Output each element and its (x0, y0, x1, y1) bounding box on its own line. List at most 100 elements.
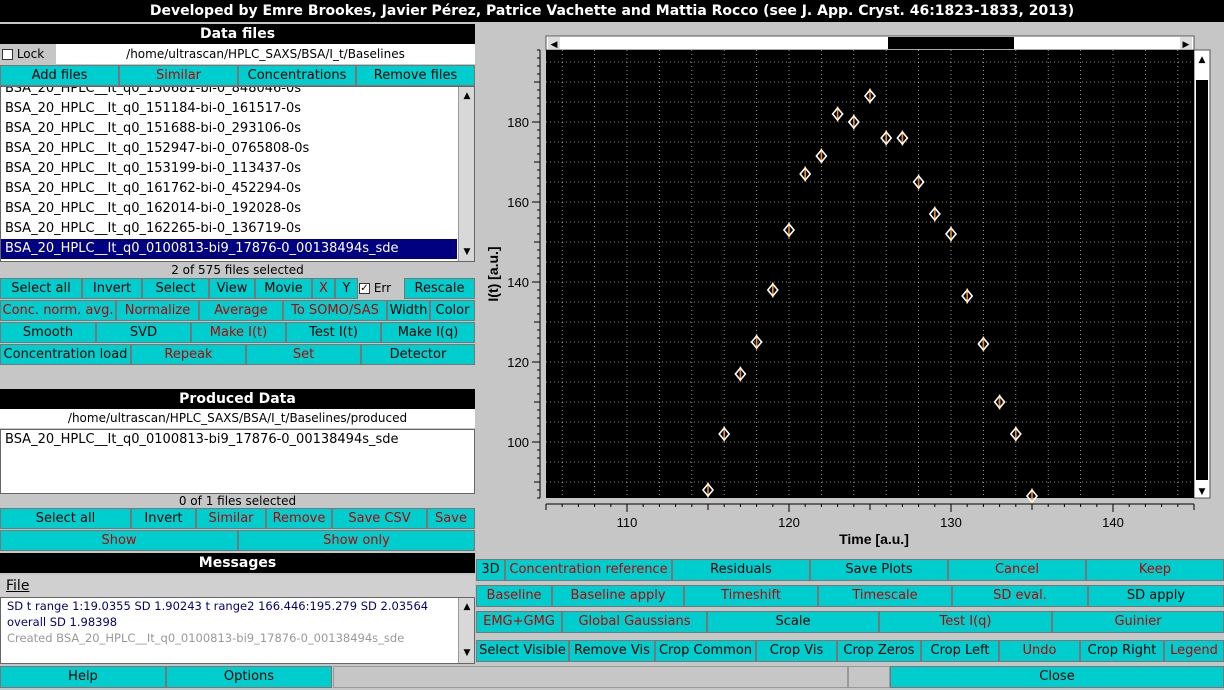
produced-invert-button[interactable]: Invert (131, 508, 196, 529)
list-item-selected[interactable]: BSA_20_HPLC__It_q0_0100813-bi9_17876-0_0… (1, 239, 457, 259)
crop-left-button[interactable]: Crop Left (921, 640, 999, 662)
make-iq-button[interactable]: Make I(q) (381, 322, 475, 343)
produced-remove-button[interactable]: Remove (266, 508, 332, 529)
produced-data-list[interactable]: BSA_20_HPLC__It_q0_0100813-bi9_17876-0_0… (0, 429, 475, 494)
concentration-reference-button[interactable]: Concentration reference (505, 559, 672, 581)
view-button[interactable]: View (209, 278, 255, 299)
crop-right-button[interactable]: Crop Right (1080, 640, 1164, 662)
data-point (928, 206, 941, 222)
scroll-up-icon[interactable]: ▲ (463, 91, 471, 101)
list-item[interactable]: BSA_20_HPLC__It_q0_150681-bi-0_848046-0s (5, 86, 302, 96)
plot-hscrollbar[interactable] (545, 35, 1195, 51)
color-button[interactable]: Color (430, 300, 475, 321)
lock-checkbox-group[interactable]: Lock (0, 44, 54, 64)
sd-apply-button[interactable]: SD apply (1088, 585, 1224, 607)
sd-eval-button[interactable]: SD eval. (952, 585, 1088, 607)
data-files-scrollbar[interactable]: ▲ ▼ (458, 87, 474, 261)
invert-button[interactable]: Invert (82, 278, 142, 299)
lock-checkbox[interactable] (2, 49, 13, 60)
make-it-button[interactable]: Make I(t) (191, 322, 286, 343)
undo-button[interactable]: Undo (999, 640, 1080, 662)
crop-vis-button[interactable]: Crop Vis (756, 640, 837, 662)
test-it-button[interactable]: Test I(t) (286, 322, 381, 343)
baseline-apply-button[interactable]: Baseline apply (552, 585, 684, 607)
smooth-button[interactable]: Smooth (0, 322, 96, 343)
average-button[interactable]: Average (199, 300, 283, 321)
data-point (1025, 488, 1039, 504)
save-csv-button[interactable]: Save CSV (332, 508, 427, 529)
rescale-button[interactable]: Rescale (404, 278, 475, 299)
select-all-button[interactable]: Select all (0, 278, 82, 299)
messages-scrollbar[interactable]: ▲ ▼ (458, 598, 474, 663)
scroll-down-icon[interactable]: ▼ (1199, 487, 1206, 497)
list-item[interactable]: BSA_20_HPLC__It_q0_153199-bi-0_113437-0s (5, 161, 302, 176)
add-files-button[interactable]: Add files (0, 65, 119, 86)
to-somo-sas-button[interactable]: To SOMO/SAS (283, 300, 387, 321)
concentration-load-button[interactable]: Concentration load (0, 344, 131, 365)
plot-vscroll-thumb[interactable] (1196, 80, 1208, 480)
concentrations-button[interactable]: Concentrations (238, 65, 356, 86)
similar-button[interactable]: Similar (119, 65, 238, 86)
set-button[interactable]: Set (246, 344, 361, 365)
cancel-button[interactable]: Cancel (948, 559, 1086, 581)
select-visible-button[interactable]: Select Visible (476, 640, 569, 662)
detector-button[interactable]: Detector (361, 344, 475, 365)
keep-button[interactable]: Keep (1086, 559, 1224, 581)
timeshift-button[interactable]: Timeshift (684, 585, 818, 607)
baseline-button[interactable]: Baseline (476, 585, 552, 607)
3d-button[interactable]: 3D (476, 559, 505, 581)
repeak-button[interactable]: Repeak (131, 344, 246, 365)
list-item[interactable]: BSA_20_HPLC__It_q0_152947-bi-0_0765808-0… (5, 141, 310, 156)
list-item[interactable]: BSA_20_HPLC__It_q0_162265-bi-0_136719-0s (5, 221, 302, 236)
emg-gmg-button[interactable]: EMG+GMG (476, 611, 562, 633)
list-item[interactable]: BSA_20_HPLC__It_q0_161762-bi-0_452294-0s (5, 181, 302, 196)
normalize-button[interactable]: Normalize (116, 300, 199, 321)
scroll-up-icon[interactable]: ▲ (1199, 55, 1206, 65)
movie-button[interactable]: Movie (255, 278, 312, 299)
err-checkbox-group[interactable]: ✓ Err (359, 278, 404, 299)
save-button[interactable]: Save (427, 508, 475, 529)
list-item[interactable]: BSA_20_HPLC__It_q0_0100813-bi9_17876-0_0… (5, 432, 399, 447)
data-files-list[interactable]: BSA_20_HPLC__It_q0_150681-bi-0_848046-0s… (0, 86, 475, 262)
messages-file-menu[interactable]: File (0, 575, 475, 597)
y-button[interactable]: Y (335, 278, 358, 299)
options-button[interactable]: Options (166, 666, 332, 688)
scroll-down-icon[interactable]: ▼ (463, 648, 471, 658)
scroll-up-icon[interactable]: ▲ (463, 602, 471, 612)
crop-zeros-button[interactable]: Crop Zeros (837, 640, 921, 662)
residuals-button[interactable]: Residuals (672, 559, 810, 581)
width-button[interactable]: Width (387, 300, 430, 321)
save-plots-button[interactable]: Save Plots (810, 559, 948, 581)
err-checkbox[interactable]: ✓ (359, 283, 370, 294)
scroll-down-icon[interactable]: ▼ (463, 247, 471, 257)
data-point (734, 366, 747, 382)
timescale-button[interactable]: Timescale (818, 585, 952, 607)
help-button[interactable]: Help (0, 666, 166, 688)
remove-vis-button[interactable]: Remove Vis (569, 640, 655, 662)
show-only-button[interactable]: Show only (238, 530, 475, 551)
conc-norm-avg-button[interactable]: Conc. norm. avg. (0, 300, 116, 321)
x-button[interactable]: X (312, 278, 335, 299)
list-item[interactable]: BSA_20_HPLC__It_q0_151184-bi-0_161517-0s (5, 101, 302, 116)
legend-button[interactable]: Legend (1164, 640, 1224, 662)
data-point (993, 394, 1006, 410)
close-button[interactable]: Close (890, 666, 1224, 688)
list-item[interactable]: BSA_20_HPLC__It_q0_162014-bi-0_192028-0s (5, 201, 302, 216)
produced-similar-button[interactable]: Similar (196, 508, 266, 529)
svd-button[interactable]: SVD (96, 322, 191, 343)
select-button[interactable]: Select (142, 278, 209, 299)
global-gaussians-button[interactable]: Global Gaussians (562, 611, 707, 633)
plot-hscroll-thumb[interactable] (888, 37, 1014, 49)
y-tick-label: 180 (507, 115, 529, 130)
produced-select-all-button[interactable]: Select all (0, 508, 131, 529)
scale-button[interactable]: Scale (707, 611, 879, 633)
list-item[interactable]: BSA_20_HPLC__It_q0_151688-bi-0_293106-0s (5, 121, 302, 136)
test-iq-button[interactable]: Test I(q) (879, 611, 1052, 633)
scroll-right-icon[interactable] (1180, 37, 1192, 49)
remove-files-button[interactable]: Remove files (356, 65, 475, 86)
show-button[interactable]: Show (0, 530, 238, 551)
crop-common-button[interactable]: Crop Common (655, 640, 756, 662)
guinier-button[interactable]: Guinier (1052, 611, 1224, 633)
scroll-left-icon[interactable] (548, 37, 560, 49)
lock-label: Lock (16, 47, 45, 61)
